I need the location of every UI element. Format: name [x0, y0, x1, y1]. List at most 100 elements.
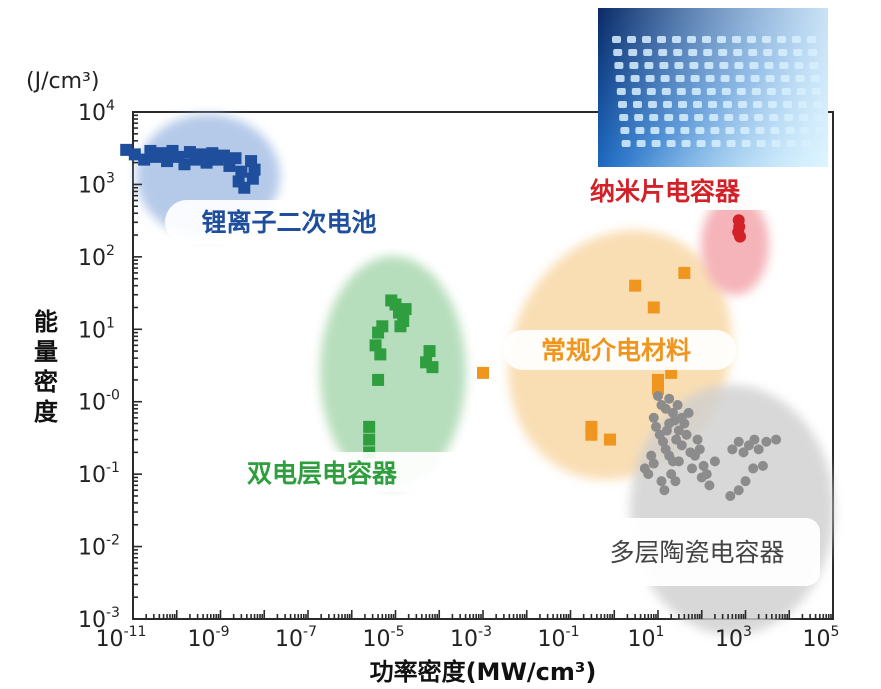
y-tick-base: 10 [78, 536, 106, 561]
photo-cell [724, 114, 734, 121]
photo-cell [631, 88, 641, 95]
photo-cell [705, 75, 715, 82]
photo-cell [768, 101, 777, 108]
data-point [757, 460, 768, 471]
y-tick-base: 10 [78, 391, 106, 416]
data-point [423, 345, 436, 358]
label-pill-mlcc: 多层陶瓷电容器 [573, 518, 820, 586]
photo-cell [815, 127, 825, 134]
y-tick-exponent: 2 [106, 243, 115, 259]
x-tick-base: 10 [363, 627, 391, 652]
y-tick-exponent: 1 [106, 315, 115, 331]
x-tick-base: 10 [803, 627, 831, 652]
photo-cell [678, 101, 687, 108]
photo-cell [733, 49, 743, 56]
photo-cell [721, 88, 731, 95]
photo-cell [777, 36, 786, 43]
photo-cell [650, 127, 660, 134]
photo-cell [740, 127, 750, 134]
x-tick-label: 10-9 [188, 624, 230, 652]
data-point [672, 400, 683, 411]
series-2 [732, 214, 747, 243]
photo-cell [660, 75, 670, 82]
data-point [374, 348, 387, 361]
photo-cell [739, 114, 749, 121]
data-point [394, 320, 407, 333]
x-tick-exponent: -3 [478, 624, 492, 640]
photo-cell [811, 88, 821, 95]
photo-cell [616, 88, 626, 95]
photo-cell [646, 88, 656, 95]
photo-cell [676, 88, 686, 95]
photo-cell [657, 36, 666, 43]
photo-cell [741, 140, 751, 147]
label-mlcc: 多层陶瓷电容器 [609, 538, 784, 567]
photo-cell [785, 127, 795, 134]
photo-cell [615, 75, 625, 82]
data-point [235, 165, 248, 178]
y-tick-exponent: 3 [106, 170, 115, 186]
photo-cell [702, 36, 711, 43]
y-tick-base: 10 [78, 463, 106, 488]
photo-cell [672, 36, 681, 43]
photo-cell [763, 49, 773, 56]
x-tick-label: 10-3 [450, 624, 492, 652]
photo-cell [748, 49, 758, 56]
data-point [664, 393, 675, 404]
photo-cell [649, 114, 659, 121]
photo-cell [796, 88, 806, 95]
photo-cell [619, 114, 629, 121]
data-point [217, 149, 230, 162]
series-1 [363, 294, 439, 459]
photo-cell [680, 127, 690, 134]
label-li-ion-battery: 锂离子二次电池 [201, 208, 376, 237]
x-tick-label: 103 [715, 624, 752, 652]
data-point [673, 425, 684, 436]
data-point [656, 476, 667, 487]
data-point [701, 469, 712, 480]
photo-cell [753, 101, 762, 108]
photo-cell [613, 49, 623, 56]
data-point [647, 301, 660, 314]
data-point [679, 418, 690, 429]
label-edlc: 双电层电容器 [247, 459, 398, 488]
photo-cell [732, 36, 741, 43]
photo-cell [720, 75, 730, 82]
region-edlc [320, 256, 466, 488]
data-point [670, 476, 681, 487]
data-point [646, 450, 657, 461]
x-tick-label: 10-1 [538, 624, 580, 652]
x-tick-base: 10 [628, 627, 656, 652]
label-conventional-dielectric: 常规介电材料 [541, 336, 691, 365]
y-title-char: 能 [34, 308, 58, 336]
photo-cell [810, 75, 820, 82]
data-point [376, 320, 389, 333]
y-tick-base: 10 [78, 318, 106, 343]
photo-cell [710, 127, 720, 134]
photo-cell [808, 49, 818, 56]
data-point [676, 440, 687, 451]
y-tick-label: 103 [78, 170, 115, 198]
photo-cell [725, 127, 735, 134]
data-point [650, 421, 661, 432]
series-4 [639, 390, 782, 501]
x-tick-exponent: -9 [216, 624, 230, 640]
photo-cell [693, 101, 702, 108]
photo-cell [809, 62, 819, 69]
data-point [200, 156, 213, 169]
data-point [661, 425, 672, 436]
photo-cell [665, 127, 675, 134]
photo-cell [687, 36, 696, 43]
photo-cell [711, 140, 721, 147]
photo-cell [780, 75, 790, 82]
x-tick-exponent: -7 [303, 624, 317, 640]
photo-cell [765, 75, 775, 82]
label-nanosheet-capacitor: 纳米片电容器 [590, 177, 741, 206]
y-tick-label: 10-0 [78, 388, 120, 416]
y-tick-exponent: -3 [106, 605, 120, 621]
data-point [161, 155, 174, 168]
data-point [653, 390, 663, 401]
photo-cell [795, 75, 805, 82]
photo-cell [718, 49, 728, 56]
series-0 [120, 143, 261, 194]
